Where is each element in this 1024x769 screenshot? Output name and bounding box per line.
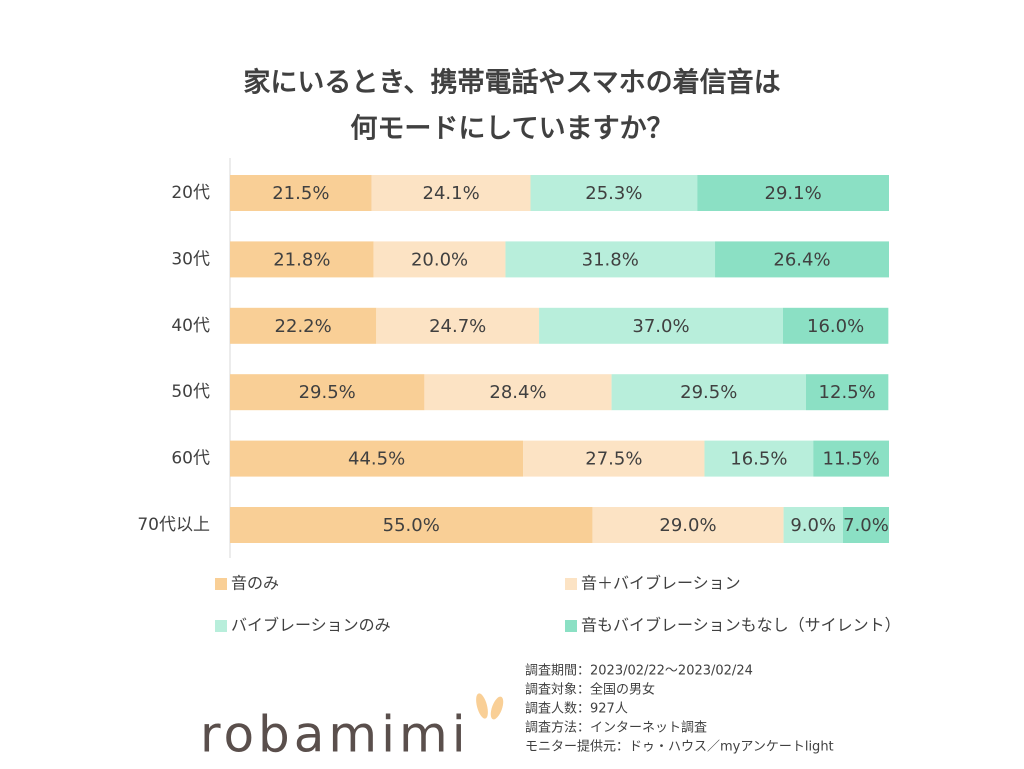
bar-segment [505, 241, 716, 278]
bar-segment [230, 175, 372, 211]
y-tick-label: 70代以上 [137, 515, 210, 535]
value-label: 25.3% [585, 183, 642, 204]
value-label: 37.0% [632, 316, 689, 337]
legend-swatch [565, 620, 577, 632]
bar-segment [611, 374, 806, 411]
logo-ear [476, 693, 488, 719]
bar-segment [805, 374, 889, 411]
legend-swatch [215, 578, 227, 590]
bar-segment [371, 175, 531, 211]
legend-swatch [215, 620, 227, 632]
y-tick-label: 20代 [171, 183, 210, 203]
bar-segment [230, 440, 524, 477]
value-label: 16.5% [730, 449, 787, 470]
value-label: 20.0% [411, 249, 468, 270]
y-tick-label: 50代 [171, 382, 210, 402]
legend-label: 音もバイブレーションもなし（サイレント） [581, 616, 901, 635]
value-label: 29.1% [765, 183, 822, 204]
value-label: 29.5% [299, 382, 356, 403]
value-label: 31.8% [582, 249, 639, 270]
logo: robamimi [200, 706, 470, 764]
chart-title: 何モードにしていますか？ [350, 114, 673, 145]
legend-swatch [565, 578, 577, 590]
bar-segment [592, 507, 784, 543]
value-label: 9.0% [790, 515, 836, 536]
bar-segment [697, 175, 889, 211]
value-label: 24.1% [423, 183, 480, 204]
note: 調査期間：2023/02/22～2023/02/24 [525, 664, 753, 679]
bar-segment [376, 307, 540, 344]
value-label: 55.0% [383, 515, 440, 536]
value-label: 22.2% [275, 316, 332, 337]
bar-segment [782, 307, 889, 344]
note: 調査対象：全国の男女 [525, 682, 655, 698]
value-label: 16.0% [807, 316, 864, 337]
bar-segment [842, 507, 889, 543]
bar-segment [539, 307, 783, 344]
value-label: 7.0% [843, 515, 889, 536]
value-label: 11.5% [823, 449, 880, 470]
value-label: 29.0% [659, 515, 716, 536]
value-label: 12.5% [819, 382, 876, 403]
value-label: 21.5% [272, 183, 329, 204]
y-tick-label: 60代 [171, 449, 210, 469]
bar-segment [715, 241, 889, 278]
value-label: 27.5% [585, 449, 642, 470]
bar-segment [523, 440, 705, 477]
note: モニター提供元：ドゥ・ハウス／myアンケートlight [525, 739, 834, 755]
value-label: 21.8% [273, 249, 330, 270]
note: 調査人数：927人 [525, 702, 628, 717]
bar-segment [230, 507, 593, 543]
value-label: 24.7% [429, 316, 486, 337]
bar-segment [230, 241, 374, 278]
value-label: 26.4% [773, 249, 830, 270]
chart-title: 家にいるとき、携帯電話やスマホの着信音は [243, 67, 780, 99]
bar-segment [530, 175, 698, 211]
value-label: 29.5% [680, 382, 737, 403]
legend-label: バイブレーションのみ [231, 616, 391, 635]
bar-segment [373, 241, 506, 278]
bar-segment [424, 374, 612, 411]
bar-segment [783, 507, 843, 543]
logo-ear [490, 696, 504, 720]
legend-label: 音のみ [231, 574, 279, 593]
bar-segment [704, 440, 814, 477]
bar-segment [230, 307, 377, 344]
value-label: 28.4% [489, 382, 546, 403]
note: 調査方法：インターネット調査 [525, 720, 707, 736]
bar-segment [230, 374, 425, 411]
y-tick-label: 40代 [171, 316, 210, 336]
bar-segment [813, 440, 889, 477]
legend-label: 音＋バイブレーション [581, 574, 741, 593]
y-tick-label: 30代 [171, 249, 210, 269]
value-label: 44.5% [348, 449, 405, 470]
